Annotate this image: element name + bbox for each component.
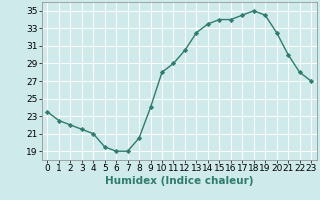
X-axis label: Humidex (Indice chaleur): Humidex (Indice chaleur) <box>105 176 253 186</box>
